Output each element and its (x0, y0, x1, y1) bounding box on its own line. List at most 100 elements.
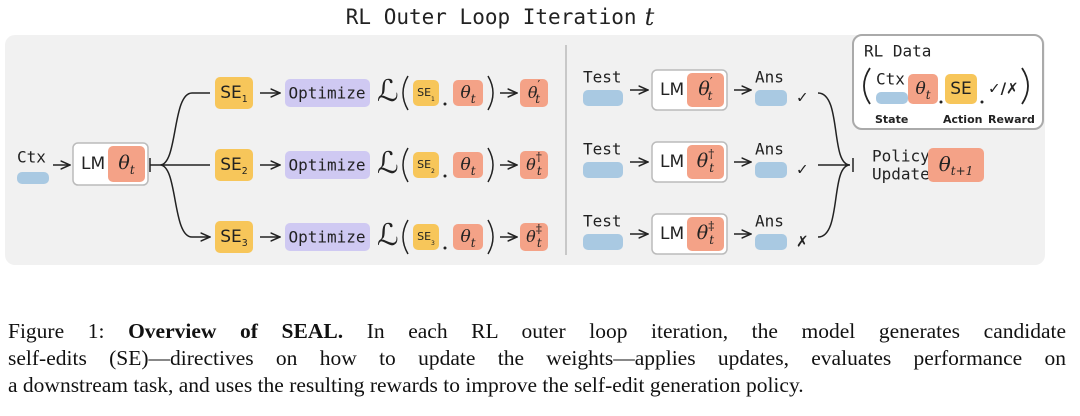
policy-label: Policy (872, 147, 930, 166)
param: θt (460, 83, 475, 106)
self-edit: SE3 (220, 227, 248, 249)
param-sub: t (471, 92, 476, 106)
param-box (520, 79, 548, 107)
state-box (876, 92, 908, 104)
paren (402, 219, 409, 255)
param: θ′ t (698, 75, 712, 103)
action-label: SE (950, 79, 972, 99)
self-edit-box (215, 149, 253, 181)
param-sub: t (471, 236, 476, 250)
comma (443, 102, 447, 106)
optimize-label: Optimize (288, 228, 365, 247)
title: RL Outer Loop Iteration t (346, 3, 655, 31)
caption-line: Figure 1: Overview of SEAL. In each RL o… (8, 318, 1066, 345)
merge-curves (817, 92, 851, 238)
param-symbol: θ (528, 83, 538, 102)
param-box (928, 148, 984, 182)
self-edit-box (413, 224, 439, 250)
comma (443, 246, 447, 250)
param-box (453, 80, 483, 106)
loss: ℒ (377, 146, 399, 181)
param: θt (118, 152, 134, 177)
action-box (945, 74, 977, 104)
param-sub: t (537, 164, 542, 178)
param-symbol: θ (915, 79, 925, 99)
self-edit-box (215, 221, 253, 253)
self-edit-label: SE (220, 83, 242, 103)
caption-line: self-edits (SE)—directives on how to upd… (8, 346, 1066, 370)
loss: ℒ (377, 74, 399, 109)
param: θ‡ t (697, 219, 714, 247)
param-sup: ′ (537, 78, 540, 92)
self-edit: SE2 (417, 158, 435, 175)
paren (1021, 67, 1029, 105)
param-symbol: θ (460, 227, 470, 247)
optimize-box (285, 79, 370, 107)
param-sub: t+1 (951, 164, 974, 178)
self-edit-label: SE (220, 227, 242, 247)
self-edit-box (413, 152, 439, 178)
param-box (687, 73, 724, 107)
model-label: LM (660, 152, 684, 172)
param-symbol: θ (939, 152, 951, 176)
rl-data-title: RL Data (864, 42, 931, 61)
policy-label: Update (872, 165, 930, 184)
model-label: LM (81, 154, 105, 174)
param: θt (460, 155, 475, 178)
caption-text: In each RL outer loop iteration, the mod… (343, 319, 1067, 343)
reward: ✓ (796, 161, 809, 179)
param-box (908, 74, 938, 104)
self-edit: SE1 (220, 83, 248, 105)
param-sup: † (708, 147, 714, 161)
self-edit-sub: 3 (242, 238, 248, 249)
param-symbol: θ (526, 155, 536, 174)
self-edit-sub: 1 (431, 96, 435, 103)
self-edit-box (215, 77, 253, 109)
answer-box (755, 162, 787, 178)
paren (487, 147, 494, 183)
optimize-box (285, 223, 370, 251)
reward-label: ✓/✗ (988, 80, 1019, 98)
param-sub: t (709, 161, 714, 175)
paren (863, 67, 871, 105)
answer-label: Ans (755, 140, 784, 159)
param-sub: t (926, 88, 931, 102)
optimize-label: Optimize (288, 156, 365, 175)
param-sub: t (471, 164, 476, 178)
state-label: Ctx (876, 70, 905, 89)
param: θt (915, 79, 930, 102)
param-box (108, 146, 145, 182)
comma (980, 100, 984, 104)
param-box (687, 145, 724, 179)
param-sup: ′ (710, 75, 713, 89)
param: θ′ t (528, 78, 541, 106)
test-box (583, 162, 623, 178)
param-box (520, 223, 548, 251)
param-symbol: θ (697, 150, 709, 172)
param: θ‡ t (526, 222, 542, 250)
self-edit-label: SE (417, 158, 431, 171)
caption: Figure 1: Overview of SEAL. In each RL o… (8, 318, 1066, 399)
self-edit-label: SE (417, 86, 431, 99)
paren (402, 147, 409, 183)
param-box (687, 217, 724, 251)
test-box (583, 234, 623, 250)
context-box (17, 172, 49, 184)
test-box (583, 90, 623, 106)
param-sub: t (708, 89, 713, 103)
reward: ✓ (796, 89, 809, 107)
title-var: t (645, 3, 655, 31)
model-label: LM (660, 224, 684, 244)
answer-box (755, 234, 787, 250)
rl-data-caption: Reward (988, 113, 1035, 126)
self-edit-sub: 3 (431, 240, 435, 247)
param-box (453, 224, 483, 250)
self-edit-sub: 1 (242, 94, 248, 105)
self-edit-label: SE (417, 230, 431, 243)
model-label: LM (660, 80, 684, 100)
paren (487, 219, 494, 255)
param-sup: ‡ (708, 219, 714, 233)
paren (487, 75, 494, 111)
param: θ† t (697, 147, 714, 175)
self-edit: SE1 (417, 86, 435, 103)
